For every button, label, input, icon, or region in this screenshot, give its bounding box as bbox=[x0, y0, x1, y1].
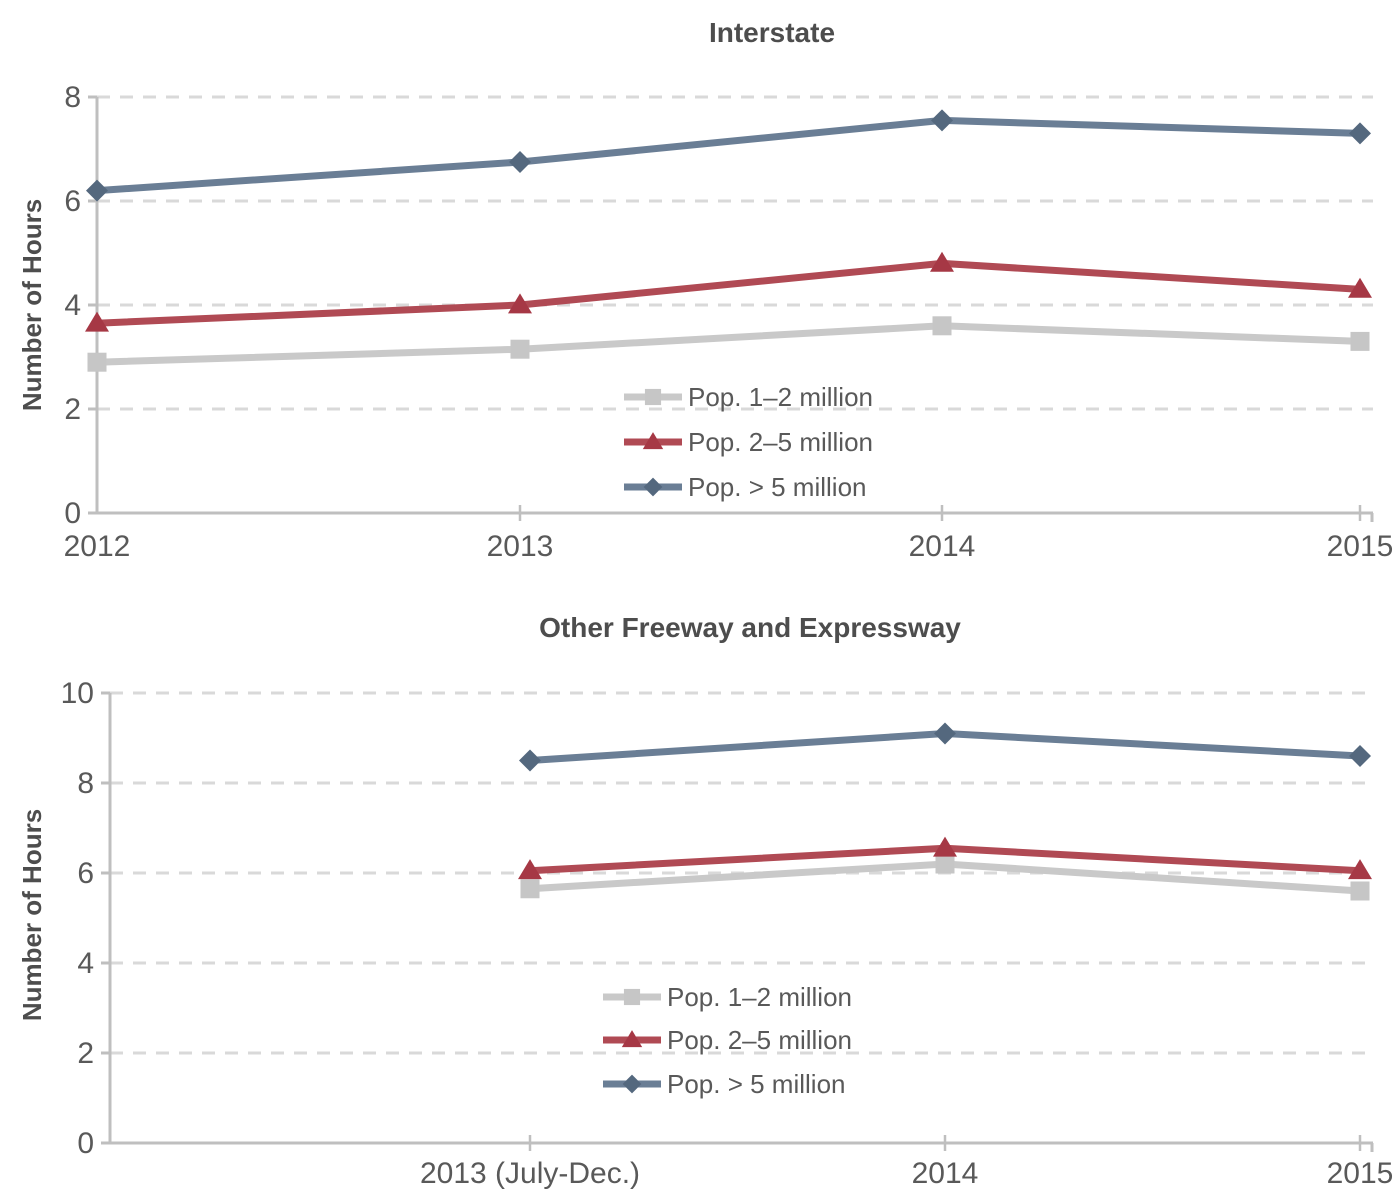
y-tick-label: 6 bbox=[64, 185, 81, 218]
x-tick-label: 2014 bbox=[912, 1157, 979, 1190]
series-line-pop-1-2-million bbox=[93, 322, 1364, 366]
data-point-marker-pop-5-million bbox=[934, 722, 956, 745]
square-legend-marker-icon bbox=[644, 388, 662, 406]
data-point-marker-pop-1-2-million bbox=[87, 352, 107, 372]
other-freeway-expressway-chart: 0 2 4 6 8 10 2013 (July-Dec.) 2014 2015 Pop. 1–2 … bbox=[61, 677, 1394, 1190]
data-point-marker-pop-1-2-million bbox=[520, 879, 540, 899]
legend-item-pop-1-2-million: Pop. 1–2 million bbox=[603, 982, 852, 1012]
square-legend-marker-icon bbox=[623, 988, 641, 1006]
series-pop-2-5-million bbox=[85, 251, 1372, 332]
y-tick-label: 0 bbox=[64, 497, 81, 530]
y-axis-title-other-freeway: Number of Hours bbox=[17, 809, 47, 1021]
diamond-legend-marker-icon bbox=[643, 477, 663, 497]
data-point-marker-pop-5-million bbox=[509, 151, 531, 173]
legend-label: Pop. 2–5 million bbox=[667, 1025, 852, 1055]
series-line-pop-2-5-million bbox=[93, 259, 1364, 327]
legend-label: Pop. > 5 million bbox=[667, 1069, 845, 1099]
series-pop-5-million bbox=[86, 109, 1371, 202]
data-point-marker-pop-5-million bbox=[1349, 745, 1371, 767]
data-point-marker-pop-5-million bbox=[86, 179, 108, 202]
data-point-marker-pop-2-5-million bbox=[508, 293, 532, 314]
y-tick-label: 10 bbox=[61, 677, 94, 710]
data-point-marker-pop-2-5-million bbox=[518, 859, 542, 880]
y-tick-label: 2 bbox=[77, 1037, 94, 1070]
legend-item-pop-5-million: Pop. > 5 million bbox=[603, 1069, 845, 1099]
legend-item-pop-2-5-million: Pop. 2–5 million bbox=[603, 1025, 852, 1055]
axes: 0 2 4 6 8 2012 2013 2014 2015 bbox=[64, 81, 1394, 563]
x-tick-label: 2015 bbox=[1327, 1157, 1394, 1190]
chart-title-other-freeway: Other Freeway and Expressway bbox=[539, 612, 961, 643]
series-pop-2-5-million bbox=[518, 836, 1372, 880]
y-tick-label: 0 bbox=[77, 1127, 94, 1160]
y-tick-label: 2 bbox=[64, 393, 81, 426]
triangle-legend-marker-icon bbox=[642, 432, 664, 450]
series-pop-1-2-million bbox=[87, 316, 1370, 372]
data-point-marker-pop-2-5-million bbox=[1348, 277, 1372, 298]
x-tick-label: 2012 bbox=[64, 530, 131, 563]
series-line-pop-5-million bbox=[93, 116, 1364, 195]
legend-item-pop-1-2-million: Pop. 1–2 million bbox=[624, 382, 873, 412]
chart-title-interstate: Interstate bbox=[709, 17, 835, 48]
data-point-marker-pop-1-2-million bbox=[1350, 881, 1370, 901]
legend-label: Pop. > 5 million bbox=[688, 472, 866, 502]
data-point-marker-pop-2-5-million bbox=[85, 311, 109, 332]
legend-item-pop-2-5-million: Pop. 2–5 million bbox=[624, 427, 873, 457]
y-tick-label: 8 bbox=[77, 767, 94, 800]
legend-item-pop-5-million: Pop. > 5 million bbox=[624, 472, 866, 502]
data-point-marker-pop-2-5-million bbox=[1348, 859, 1372, 880]
data-point-marker-pop-5-million bbox=[1349, 122, 1371, 145]
data-point-marker-pop-1-2-million bbox=[932, 316, 952, 336]
y-tick-label: 8 bbox=[64, 81, 81, 114]
data-point-marker-pop-5-million bbox=[519, 749, 541, 772]
data-point-marker-pop-1-2-million bbox=[1350, 331, 1370, 351]
y-tick-label: 6 bbox=[77, 857, 94, 890]
legend: Pop. 1–2 million Pop. 2–5 million Pop. > 5… bbox=[624, 382, 873, 502]
data-point-marker-pop-2-5-million bbox=[930, 251, 954, 272]
x-tick-label: 2013 (July-Dec.) bbox=[420, 1157, 640, 1190]
legend-label: Pop. 2–5 million bbox=[688, 427, 873, 457]
data-point-marker-pop-2-5-million bbox=[933, 836, 957, 857]
data-point-marker-pop-1-2-million bbox=[935, 854, 955, 874]
y-tick-label: 4 bbox=[77, 947, 94, 980]
diamond-legend-marker-icon bbox=[622, 1074, 642, 1094]
series-pop-5-million bbox=[519, 722, 1371, 772]
triangle-legend-marker-icon bbox=[621, 1030, 643, 1048]
x-tick-label: 2013 bbox=[487, 530, 554, 563]
data-point-marker-pop-1-2-million bbox=[510, 339, 530, 359]
gridlines bbox=[97, 95, 1373, 411]
legend-label: Pop. 1–2 million bbox=[667, 982, 852, 1012]
legend-label: Pop. 1–2 million bbox=[688, 382, 873, 412]
x-tick-label: 2014 bbox=[909, 530, 976, 563]
axes: 0 2 4 6 8 10 2013 (July-Dec.) 2014 2015 bbox=[61, 677, 1394, 1190]
legend: Pop. 1–2 million Pop. 2–5 million Pop. > 5… bbox=[603, 982, 852, 1099]
x-tick-label: 2015 bbox=[1327, 530, 1394, 563]
y-axis-title-interstate: Number of Hours bbox=[17, 199, 47, 411]
y-tick-label: 4 bbox=[64, 289, 81, 322]
series-pop-1-2-million bbox=[520, 854, 1370, 901]
data-point-marker-pop-5-million bbox=[931, 109, 953, 132]
